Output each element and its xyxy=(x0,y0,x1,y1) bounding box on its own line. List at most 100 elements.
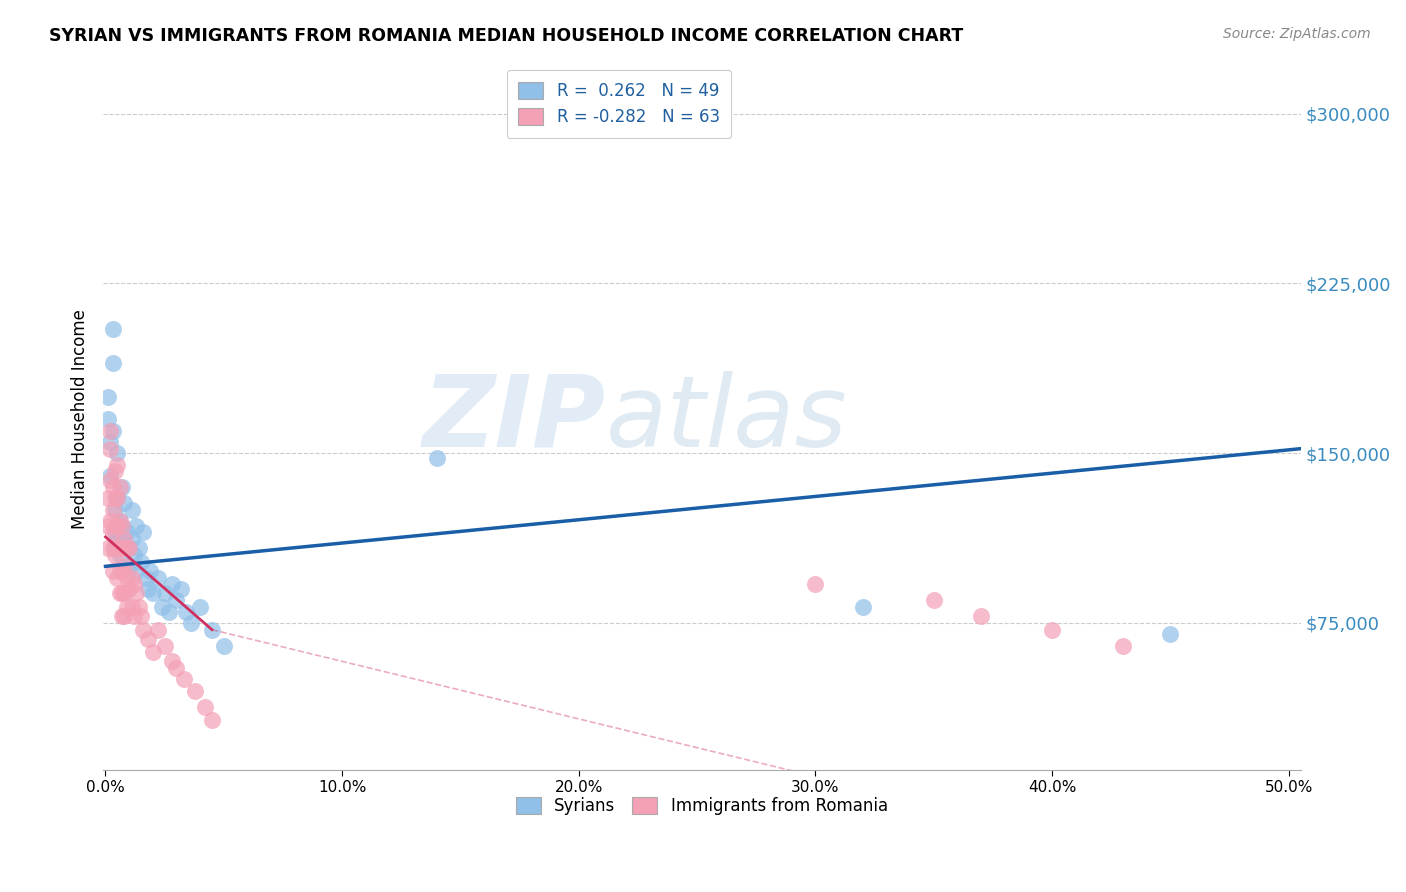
Point xyxy=(201,713,224,727)
Point xyxy=(426,450,449,465)
Point xyxy=(180,615,202,630)
Point xyxy=(122,609,145,624)
Point xyxy=(150,600,173,615)
Point xyxy=(98,442,121,456)
Point xyxy=(115,525,138,540)
Point xyxy=(101,541,124,556)
Point xyxy=(122,548,145,562)
Point xyxy=(105,491,128,506)
Point xyxy=(97,390,120,404)
Point xyxy=(97,491,120,506)
Point xyxy=(160,654,183,668)
Point xyxy=(105,532,128,546)
Point xyxy=(118,559,141,574)
Point xyxy=(139,564,162,578)
Point xyxy=(108,586,131,600)
Point xyxy=(188,600,211,615)
Point xyxy=(128,600,150,615)
Point xyxy=(153,639,176,653)
Point xyxy=(173,673,195,687)
Point xyxy=(101,564,124,578)
Point xyxy=(111,541,134,556)
Point xyxy=(157,605,180,619)
Point xyxy=(184,683,207,698)
Point xyxy=(160,577,183,591)
Point xyxy=(97,412,120,426)
Point xyxy=(101,424,124,438)
Point xyxy=(105,541,128,556)
Point xyxy=(136,632,159,646)
Point xyxy=(104,525,127,540)
Point xyxy=(105,518,128,533)
Point xyxy=(108,514,131,528)
Point xyxy=(922,593,945,607)
Point xyxy=(142,586,165,600)
Point xyxy=(111,518,134,533)
Point xyxy=(142,645,165,659)
Text: SYRIAN VS IMMIGRANTS FROM ROMANIA MEDIAN HOUSEHOLD INCOME CORRELATION CHART: SYRIAN VS IMMIGRANTS FROM ROMANIA MEDIAN… xyxy=(49,27,963,45)
Point xyxy=(98,474,121,488)
Point xyxy=(122,577,145,591)
Point xyxy=(118,582,141,596)
Text: ZIP: ZIP xyxy=(423,371,606,467)
Point xyxy=(146,571,169,585)
Point xyxy=(111,564,134,578)
Y-axis label: Median Household Income: Median Household Income xyxy=(72,310,89,529)
Point xyxy=(115,541,138,556)
Point xyxy=(804,577,827,591)
Point xyxy=(98,468,121,483)
Point xyxy=(125,564,148,578)
Point xyxy=(166,593,188,607)
Text: Source: ZipAtlas.com: Source: ZipAtlas.com xyxy=(1223,27,1371,41)
Point xyxy=(105,491,128,506)
Point xyxy=(111,609,134,624)
Point xyxy=(166,661,188,675)
Point xyxy=(115,571,138,585)
Point xyxy=(121,502,143,516)
Point xyxy=(121,571,143,585)
Point xyxy=(104,518,127,533)
Point xyxy=(212,639,235,653)
Point xyxy=(97,518,120,533)
Point xyxy=(104,548,127,562)
Point xyxy=(194,699,217,714)
Point xyxy=(104,541,127,556)
Point xyxy=(97,541,120,556)
Point xyxy=(170,582,193,596)
Point xyxy=(111,518,134,533)
Point xyxy=(101,502,124,516)
Point xyxy=(129,609,152,624)
Point xyxy=(112,609,135,624)
Point xyxy=(108,480,131,494)
Legend: Syrians, Immigrants from Romania: Syrians, Immigrants from Romania xyxy=(506,787,898,825)
Point xyxy=(112,537,135,551)
Point xyxy=(112,496,135,510)
Text: atlas: atlas xyxy=(606,371,848,467)
Point xyxy=(1112,639,1135,653)
Point xyxy=(105,446,128,460)
Point xyxy=(104,491,127,506)
Point xyxy=(101,480,124,494)
Point xyxy=(98,434,121,449)
Point xyxy=(101,322,124,336)
Point xyxy=(125,586,148,600)
Point xyxy=(105,571,128,585)
Point xyxy=(132,525,155,540)
Point xyxy=(104,464,127,478)
Point xyxy=(98,514,121,528)
Point xyxy=(174,605,197,619)
Point xyxy=(970,609,993,624)
Point xyxy=(112,532,135,546)
Point xyxy=(121,532,143,546)
Point xyxy=(129,555,152,569)
Point xyxy=(115,600,138,615)
Point xyxy=(104,502,127,516)
Point xyxy=(108,548,131,562)
Point xyxy=(108,564,131,578)
Point xyxy=(118,541,141,556)
Point xyxy=(125,518,148,533)
Point xyxy=(101,525,124,540)
Point xyxy=(135,571,157,585)
Point xyxy=(128,541,150,556)
Point xyxy=(1159,627,1181,641)
